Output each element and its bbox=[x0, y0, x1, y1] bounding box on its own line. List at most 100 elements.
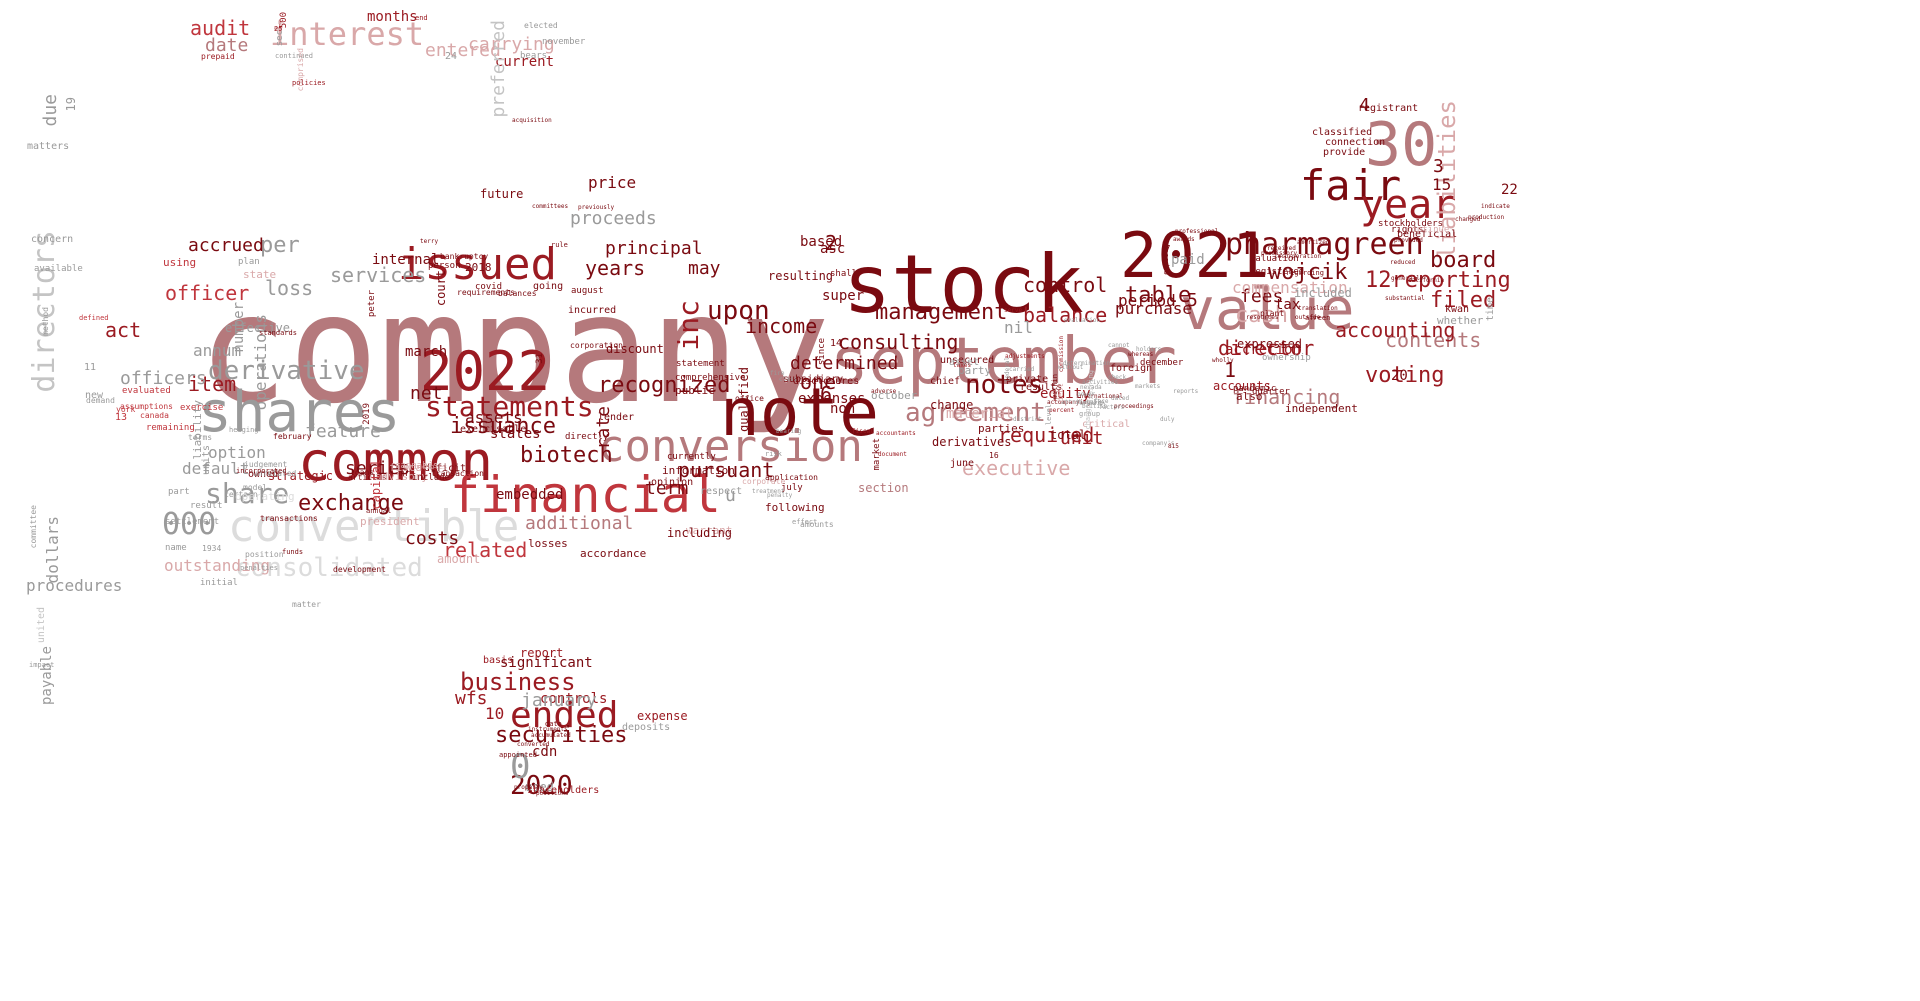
cloud-word: warrant bbox=[686, 524, 733, 537]
cloud-word: annum bbox=[193, 341, 242, 360]
cloud-word: funds bbox=[282, 548, 304, 556]
cloud-word: fiscal bbox=[389, 461, 429, 474]
cloud-word: policies bbox=[292, 79, 326, 87]
cloud-word: deficit bbox=[424, 463, 467, 474]
cloud-word: 2 bbox=[825, 231, 838, 255]
cloud-word: balance bbox=[1023, 303, 1108, 327]
cloud-word: 30 bbox=[1365, 110, 1438, 180]
cloud-word: method bbox=[41, 307, 50, 336]
cloud-word: 2022 bbox=[420, 340, 551, 403]
cloud-word: penalties bbox=[240, 564, 278, 572]
cloud-word: based bbox=[800, 234, 843, 250]
cloud-word: impact bbox=[29, 661, 55, 669]
cloud-word: data bbox=[545, 720, 562, 728]
cloud-word: california bbox=[1408, 277, 1445, 284]
cloud-word: position bbox=[245, 550, 284, 559]
cloud-word: judgement bbox=[244, 460, 288, 469]
cloud-word: pandemic bbox=[1233, 384, 1277, 394]
cloud-word: annual bbox=[366, 507, 392, 515]
cloud-word: taxes bbox=[953, 362, 972, 369]
cloud-word: president bbox=[360, 515, 420, 528]
cloud-word: 2020 bbox=[510, 771, 573, 801]
cloud-word: exchange bbox=[298, 491, 404, 516]
cloud-word: 11 bbox=[84, 362, 97, 373]
cloud-word: interest bbox=[270, 15, 425, 53]
cloud-word: british bbox=[1082, 403, 1108, 410]
cloud-word: price bbox=[588, 173, 637, 192]
cloud-word: 31 bbox=[535, 353, 545, 364]
cloud-word: evaluated bbox=[122, 386, 171, 396]
cloud-word: states bbox=[490, 426, 541, 442]
cloud-word: advisory bbox=[375, 470, 428, 483]
cloud-word: activities bbox=[1082, 379, 1119, 386]
cloud-word: derivative bbox=[208, 356, 365, 386]
cloud-word: total bbox=[1050, 428, 1087, 442]
cloud-word: penalty bbox=[767, 492, 793, 499]
cloud-word: independent bbox=[1285, 402, 1358, 415]
cloud-word: required bbox=[998, 423, 1095, 447]
cloud-word: wojcik bbox=[1268, 260, 1348, 285]
cloud-word: production bbox=[1468, 214, 1505, 221]
cloud-word: whereas bbox=[1128, 351, 1154, 358]
cloud-word: pursuant bbox=[678, 458, 775, 482]
cloud-word: income bbox=[745, 314, 818, 338]
cloud-word: serve bbox=[1004, 307, 1023, 314]
cloud-word: financial bbox=[450, 466, 721, 524]
cloud-word: 3 bbox=[1433, 156, 1444, 177]
cloud-word: strategic bbox=[268, 469, 334, 483]
cloud-word: check bbox=[1108, 374, 1127, 381]
cloud-word: filed bbox=[1430, 288, 1497, 313]
cloud-word: registered bbox=[1250, 267, 1305, 277]
cloud-word: determination bbox=[1063, 360, 1110, 367]
cloud-word: fair bbox=[1300, 161, 1402, 210]
cloud-word: business bbox=[460, 668, 576, 696]
cloud-word: procedures bbox=[26, 576, 123, 595]
cloud-word: nevada bbox=[1080, 384, 1102, 391]
cloud-word: effective bbox=[225, 321, 291, 335]
cloud-word: kwan bbox=[1445, 304, 1470, 315]
cloud-word: property bbox=[514, 784, 543, 791]
cloud-word: equity bbox=[1040, 386, 1091, 402]
cloud-word: terms bbox=[188, 433, 213, 442]
cloud-word: 2018 bbox=[465, 261, 492, 274]
cloud-word: owned bbox=[248, 469, 279, 480]
cloud-word: york bbox=[116, 405, 136, 414]
cloud-word: conversion bbox=[598, 421, 863, 472]
cloud-word: without bbox=[1058, 364, 1084, 371]
cloud-word: accumulated bbox=[531, 732, 571, 739]
cloud-word: united bbox=[36, 607, 47, 644]
cloud-word: number bbox=[231, 302, 247, 353]
cloud-word: year bbox=[1360, 182, 1457, 228]
cloud-word: rights bbox=[1391, 225, 1424, 235]
cloud-word: accompanying bbox=[1047, 399, 1091, 406]
cloud-word: generally bbox=[1391, 275, 1424, 282]
cloud-word: proceedings bbox=[1114, 403, 1154, 410]
cloud-word: note bbox=[720, 374, 879, 451]
cloud-word: public bbox=[675, 384, 715, 397]
cloud-word: pharmagreen bbox=[1225, 227, 1424, 262]
cloud-word: stockholders bbox=[1378, 219, 1444, 229]
cloud-word: holders bbox=[1136, 346, 1162, 353]
cloud-word: nil bbox=[1004, 318, 1033, 337]
cloud-word: december bbox=[1140, 358, 1184, 368]
cloud-word: remaining bbox=[146, 423, 195, 433]
cloud-word: term bbox=[645, 478, 689, 499]
cloud-word: resources bbox=[1246, 314, 1279, 321]
cloud-word: standards bbox=[259, 329, 297, 337]
cloud-word: outstanding bbox=[164, 556, 270, 575]
cloud-word: consulting bbox=[838, 330, 959, 354]
cloud-word: accounts bbox=[1213, 379, 1271, 393]
cloud-word: beneficial bbox=[1397, 229, 1458, 240]
cloud-word: valuation bbox=[1250, 254, 1299, 264]
cloud-word: related bbox=[443, 538, 528, 562]
cloud-word: promissory bbox=[1261, 250, 1298, 257]
cloud-word: 5 bbox=[1187, 290, 1198, 311]
cloud-word: issued bbox=[398, 239, 557, 290]
cloud-word: current bbox=[495, 54, 555, 70]
cloud-word: discount bbox=[606, 342, 664, 356]
cloud-word: translation bbox=[1298, 305, 1338, 312]
cloud-word: carrying bbox=[468, 34, 555, 55]
cloud-word: available bbox=[34, 264, 83, 274]
cloud-word: statements bbox=[425, 390, 594, 423]
cloud-word: accordance bbox=[580, 547, 647, 560]
